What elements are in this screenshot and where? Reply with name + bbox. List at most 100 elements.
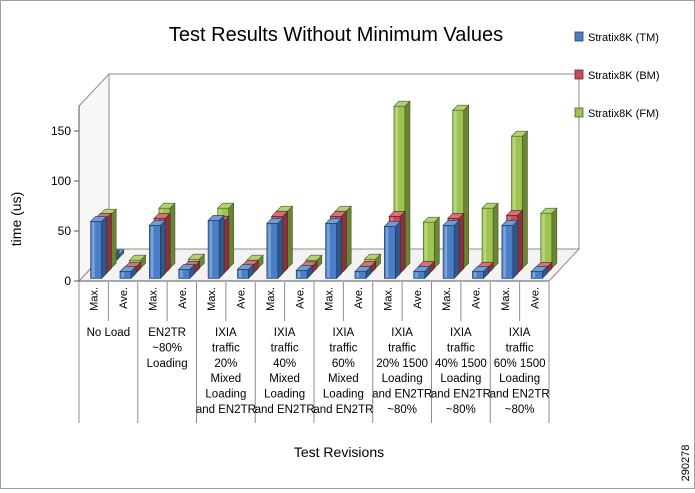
x-group-label: Loading [323, 389, 364, 401]
bar-top [354, 266, 372, 272]
bar-tm-max [324, 217, 343, 280]
bar-highlight [454, 111, 457, 268]
bar-highlight [542, 214, 545, 268]
bar-side [341, 210, 347, 275]
bar-side [160, 219, 166, 280]
bar-highlight [385, 227, 389, 278]
bar-top [216, 202, 235, 209]
bar-top [177, 264, 196, 270]
bar-side [345, 205, 352, 269]
x-group-label: 40% [273, 358, 296, 370]
x-group-label: IXIA [215, 327, 237, 339]
y-axis: 0 50 100 150 [51, 124, 79, 288]
x-sub-label: Ave. [353, 287, 365, 309]
bar-side [404, 100, 411, 269]
bar-top [89, 216, 108, 222]
x-group-label: Loading [499, 373, 540, 385]
y-tick-label: 0 [64, 274, 71, 288]
bar-top [153, 213, 171, 219]
legend-label: Stratix8K (BM) [588, 70, 660, 82]
bar-highlight [473, 272, 477, 278]
bar-tm-ave [236, 263, 255, 280]
x-group-label: traffic [329, 342, 357, 354]
bar-top [329, 211, 348, 217]
x-sub-label: Max. [147, 287, 159, 311]
x-group-label: IXIA [391, 327, 413, 339]
bar-side [228, 202, 234, 269]
x-group-label: 20% [214, 358, 237, 370]
legend: Stratix8K (TM) Stratix8K (BM) Stratix8K (F… [574, 31, 660, 120]
x-group-label: IXIA [450, 327, 472, 339]
bar-tm-ave [471, 265, 490, 280]
x-group-label: and EN2TR [313, 404, 373, 416]
x-group-label: Mixed [328, 373, 359, 385]
x-sub-label: Ave. [294, 287, 306, 309]
bar-top [505, 210, 524, 216]
bar-highlight [238, 270, 242, 278]
bar-side [463, 104, 469, 269]
x-group-label: and EN2TR [490, 389, 550, 401]
x-group-label: Mixed [269, 373, 300, 385]
bar-side [551, 207, 558, 269]
legend-swatch [574, 107, 584, 118]
x-group-label: IXIA [509, 327, 531, 339]
x-group-label: ~80% [152, 342, 182, 354]
x-group-label: Mixed [211, 373, 242, 385]
bar-highlight [268, 224, 271, 278]
x-group-label: Loading [440, 373, 481, 385]
bar-fm-max [393, 100, 411, 269]
bar-top [148, 220, 167, 226]
bar-tm-max [442, 219, 460, 280]
x-sub-label: Max. [265, 287, 277, 311]
bar-side [434, 216, 440, 269]
bar-highlight [395, 107, 398, 268]
bar-top [295, 265, 313, 271]
bar-top [422, 216, 441, 223]
bar-top [324, 218, 343, 224]
bar-highlight [532, 272, 536, 278]
bar-top [158, 202, 176, 209]
bar-top [236, 264, 255, 270]
bar-highlight [483, 209, 487, 268]
legend-label: Stratix8K (FM) [588, 108, 659, 120]
bar-top [471, 266, 490, 272]
bar-side [458, 212, 465, 275]
bars-layer [89, 100, 558, 280]
bar-top [128, 254, 147, 261]
bar-highlight [327, 224, 330, 278]
bar-side [522, 130, 528, 269]
bar-fm-ave [481, 202, 499, 269]
x-sub-label: Max. [206, 287, 218, 311]
bar-side [512, 219, 519, 280]
x-group-label: Loading [205, 389, 246, 401]
x-group-label: 20% 1500 [376, 358, 428, 370]
x-group-label: ~80% [387, 404, 417, 416]
bar-tm-ave [354, 265, 372, 280]
x-sub-label: Max. [89, 287, 101, 311]
bar-top [501, 220, 519, 226]
bar-highlight [121, 272, 124, 278]
x-group-label: EN2TR [148, 327, 186, 339]
x-group-label: ~80% [446, 404, 476, 416]
bar-tm-ave [177, 263, 196, 280]
bar-fm-ave [422, 216, 441, 269]
bar-tm-max [148, 219, 167, 280]
bar-top [119, 266, 137, 272]
bar-tm-ave [295, 264, 313, 280]
x-group-label: IXIA [333, 327, 355, 339]
bar-side [395, 220, 401, 280]
x-sub-label: Ave. [177, 287, 189, 309]
x-group-label: traffic [447, 342, 475, 354]
bar-side [106, 212, 112, 275]
bar-top [305, 254, 323, 261]
x-axis: Max. Ave. No Load Max. Ave. EN2TR ~80% Loading M… [78, 282, 550, 423]
x-group-label: 60% 1500 [494, 358, 546, 370]
bar-tm-ave [530, 265, 548, 280]
bar-fm-ave [540, 207, 558, 269]
bar-side [287, 205, 293, 269]
x-group-label: No Load [87, 327, 130, 339]
bar-top [383, 221, 402, 227]
bar-fm-max [510, 130, 529, 269]
bar-highlight [297, 271, 301, 278]
